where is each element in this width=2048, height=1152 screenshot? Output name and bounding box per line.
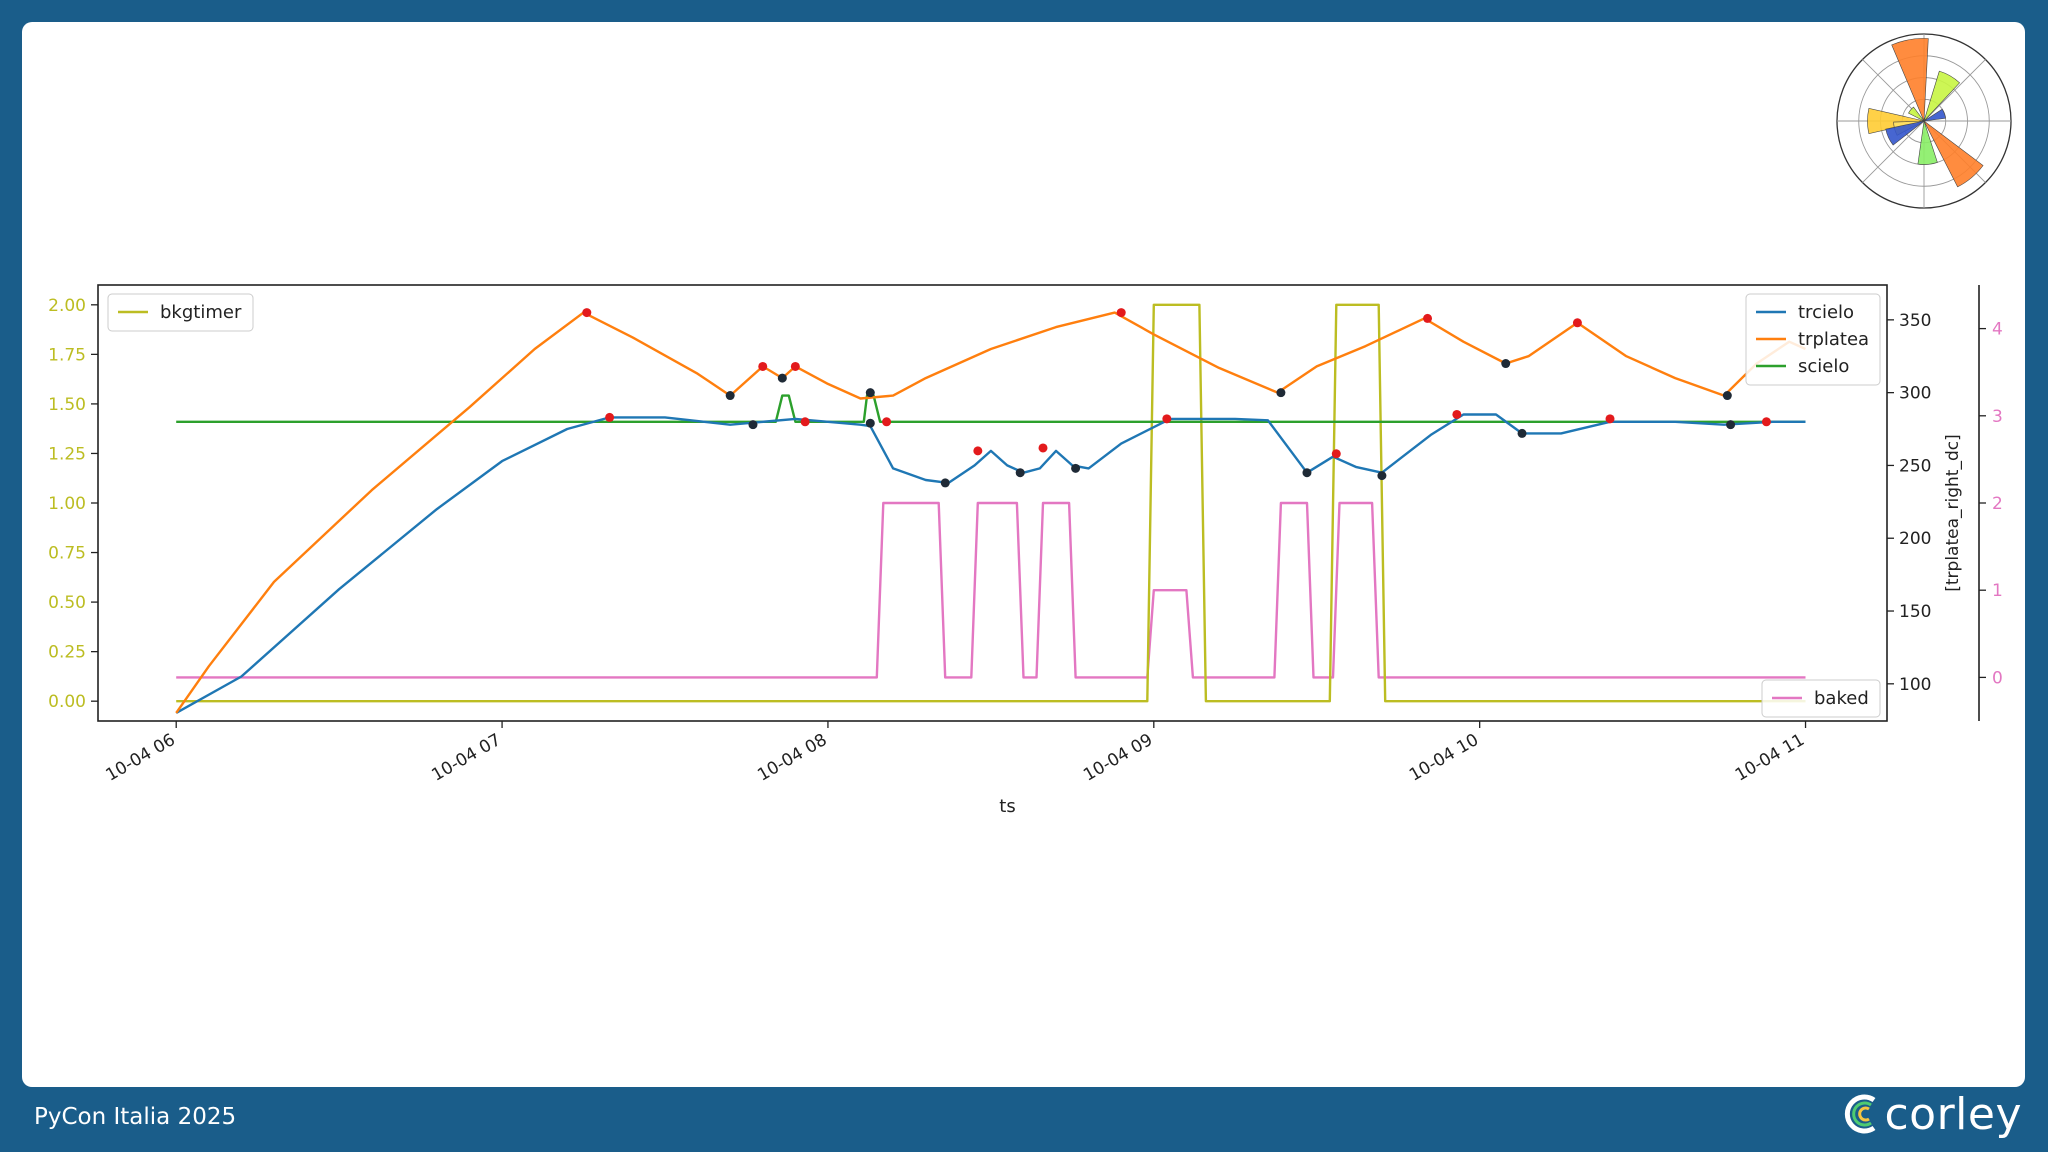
peak-marker bbox=[1761, 417, 1771, 427]
peak-marker bbox=[1452, 409, 1462, 419]
peak-marker bbox=[1423, 313, 1433, 323]
x-axis-label: ts bbox=[999, 796, 1015, 817]
legend-lower-right bbox=[1761, 679, 1881, 718]
right2-tick-label: 2 bbox=[1992, 494, 2003, 514]
legend-label-scielo: scielo bbox=[1798, 356, 1849, 377]
corley-c-icon bbox=[1845, 1094, 1876, 1134]
right2-tick-label: 4 bbox=[1992, 320, 2003, 340]
peak-marker bbox=[800, 417, 810, 427]
legend-label-trcielo: trcielo bbox=[1798, 302, 1854, 323]
left-tick-label: 1.75 bbox=[48, 345, 86, 365]
x-tick-label: 10-04 07 bbox=[428, 730, 504, 786]
trough-marker bbox=[777, 373, 787, 383]
peak-marker bbox=[1038, 443, 1048, 453]
brand-name: corley bbox=[1884, 1088, 2022, 1140]
series-trplatea bbox=[175, 311, 1806, 714]
right2-tick-label: 1 bbox=[1992, 581, 2003, 601]
series-trcielo bbox=[175, 413, 1806, 714]
legend-label-bkgtimer: bkgtimer bbox=[160, 302, 242, 323]
left-tick-label: 2.00 bbox=[48, 296, 86, 316]
trough-marker bbox=[725, 391, 735, 401]
peak-marker bbox=[882, 417, 892, 427]
right1-tick-label: 250 bbox=[1899, 456, 1931, 476]
peak-marker bbox=[1605, 414, 1615, 424]
right1-tick-label: 200 bbox=[1899, 529, 1931, 549]
trough-marker bbox=[865, 388, 875, 398]
trough-marker bbox=[1377, 471, 1387, 481]
trough-marker bbox=[1302, 468, 1312, 478]
trough-marker bbox=[1015, 468, 1025, 478]
polar-bar bbox=[1923, 108, 1946, 122]
peak-marker bbox=[1331, 449, 1341, 459]
legend-label-baked: baked bbox=[1814, 688, 1869, 709]
polar-chart bbox=[1836, 33, 2012, 209]
polar-spoke bbox=[1862, 120, 1925, 183]
left-tick-label: 0.50 bbox=[48, 593, 86, 613]
trough-marker bbox=[1276, 388, 1286, 398]
x-tick-label: 10-04 10 bbox=[1406, 730, 1482, 786]
right1-axis-label: [trplatea_right_dc] bbox=[1943, 434, 1963, 591]
right2-tick-label: 0 bbox=[1992, 668, 2003, 688]
left-tick-label: 0.75 bbox=[48, 544, 86, 564]
trough-marker bbox=[748, 420, 758, 430]
series-bkgtimer bbox=[176, 303, 1806, 703]
x-tick-label: 10-04 08 bbox=[754, 730, 830, 786]
event-name: PyCon Italia 2025 bbox=[34, 1104, 237, 1130]
left-tick-label: 0.00 bbox=[48, 692, 86, 712]
trough-marker bbox=[865, 418, 875, 428]
trough-marker bbox=[940, 478, 950, 488]
trough-marker bbox=[1071, 463, 1081, 473]
trough-marker bbox=[1501, 359, 1511, 369]
trough-marker bbox=[1517, 428, 1527, 438]
right1-tick-label: 350 bbox=[1899, 311, 1931, 331]
legend-upper-left bbox=[107, 293, 254, 332]
brand-logo: corley bbox=[1844, 1086, 2022, 1142]
polar-bar bbox=[1923, 120, 1984, 188]
series-baked bbox=[176, 501, 1806, 679]
series-scielo bbox=[176, 394, 1806, 423]
peak-marker bbox=[605, 412, 615, 422]
polar-bar bbox=[1885, 120, 1925, 146]
left-tick-label: 1.25 bbox=[48, 444, 86, 464]
peak-marker bbox=[1116, 308, 1126, 318]
x-tick-label: 10-04 06 bbox=[103, 730, 179, 786]
x-tick-label: 10-04 09 bbox=[1080, 730, 1156, 786]
peak-marker bbox=[582, 308, 592, 318]
polar-bar bbox=[1923, 70, 1961, 122]
left-tick-label: 1.50 bbox=[48, 395, 86, 415]
right1-tick-label: 100 bbox=[1899, 675, 1931, 695]
polar-bar bbox=[1891, 38, 1929, 122]
trough-marker bbox=[1726, 420, 1736, 430]
right2-tick-label: 3 bbox=[1992, 407, 2003, 427]
slide-canvas bbox=[22, 22, 2025, 1087]
trough-marker bbox=[1722, 391, 1732, 401]
legend-label-trplatea: trplatea bbox=[1798, 329, 1869, 350]
polar-bar bbox=[1917, 120, 1938, 165]
main-chart: 10-04 06 10-04 07 10-04 08 10-04 09 10-04 10… bbox=[48, 284, 2003, 817]
polar-bar bbox=[1867, 107, 1925, 135]
peak-marker bbox=[973, 446, 983, 456]
peak-marker bbox=[758, 361, 768, 371]
legend-upper-right bbox=[1745, 293, 1881, 386]
right1-tick-label: 150 bbox=[1899, 602, 1931, 622]
peak-marker bbox=[1572, 318, 1582, 328]
right1-tick-label: 300 bbox=[1899, 384, 1931, 404]
polar-bar bbox=[1908, 106, 1925, 122]
peak-marker bbox=[1162, 414, 1172, 424]
left-tick-label: 1.00 bbox=[48, 494, 86, 514]
left-tick-label: 0.25 bbox=[48, 643, 86, 663]
peak-marker bbox=[790, 361, 800, 371]
polar-spoke bbox=[1923, 59, 1986, 122]
x-tick-label: 10-04 11 bbox=[1732, 730, 1808, 786]
